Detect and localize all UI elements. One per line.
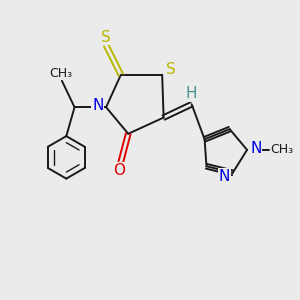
Text: O: O [113,163,125,178]
Text: N: N [250,141,262,156]
Text: N: N [219,169,230,184]
Text: CH₃: CH₃ [49,67,72,80]
Text: S: S [166,62,175,77]
Text: N: N [92,98,103,113]
Text: H: H [185,86,197,101]
Text: CH₃: CH₃ [271,143,294,156]
Text: S: S [101,29,111,44]
